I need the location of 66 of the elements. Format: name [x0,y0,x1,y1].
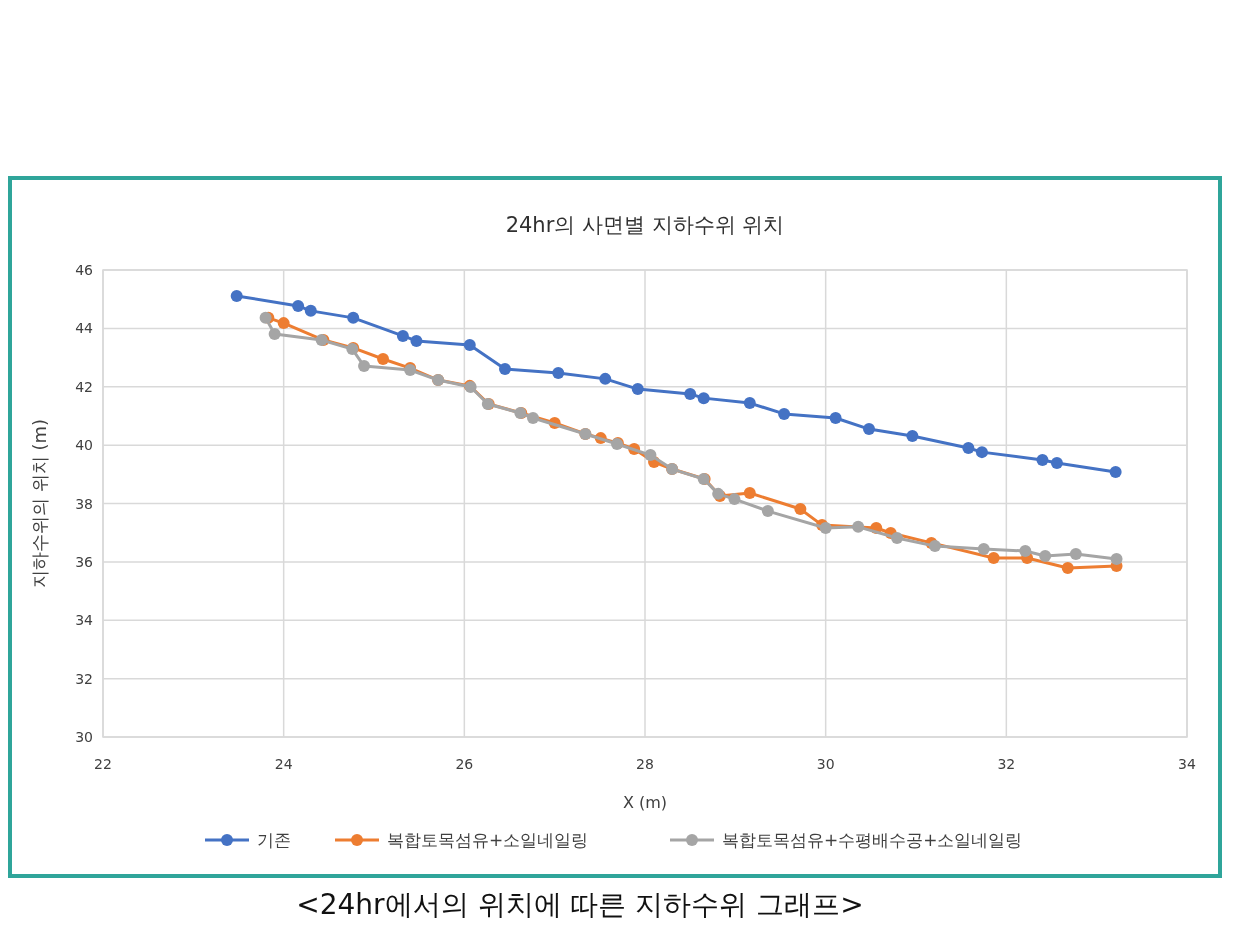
point [358,360,371,373]
legend-label: 복합토목섬유+수평배수공+소일네일링 [722,830,1023,850]
point [347,311,360,324]
point [1069,547,1082,560]
x-tick-label: 34 [1178,756,1196,772]
point [631,383,644,396]
point [962,442,975,455]
text: <24hr에서의 위치에 따른 지하수위 그래프> [296,888,864,921]
point [304,304,317,317]
legend-label: 기존 [257,830,291,850]
y-tick-label: 32 [75,670,93,687]
y-tick-label: 44 [75,320,94,337]
point [230,289,243,302]
point [463,339,476,352]
point [761,505,774,518]
x-tick-label: 24 [274,756,293,772]
point [377,353,390,366]
point [987,552,1000,565]
x-tick-label: 28 [636,756,654,772]
point [728,493,741,506]
point [863,423,876,436]
point [292,299,305,312]
y-tick-label: 42 [75,378,93,395]
point [977,543,990,556]
point [794,503,807,516]
x-tick-label: 26 [455,756,474,772]
y-tick-label: 34 [75,612,94,629]
point [778,407,791,420]
point [644,449,657,462]
point [975,446,988,459]
y-tick-label: 40 [75,437,93,454]
y-axis-title: 지하수위의 위치 (m) [29,418,50,589]
point [1061,562,1074,574]
point [697,392,710,405]
point [684,388,697,401]
y-tick-label: 30 [75,729,93,745]
point [1050,456,1063,469]
point [891,531,904,544]
x-tick-label: 32 [997,756,1016,772]
chart-title: 24hr의 사면별 지하수위 위치 [505,213,785,237]
point [1036,454,1049,467]
point [277,317,290,330]
point [526,411,539,424]
point [1109,465,1122,478]
point [852,520,865,533]
point [396,329,409,342]
x-axis-title: X (m) [622,793,668,812]
y-tick-label: 38 [75,495,93,512]
point [1019,545,1032,558]
point [743,486,756,499]
point [268,327,281,340]
point [1039,550,1052,563]
point [928,540,941,553]
x-tick-label: 30 [816,756,835,772]
point [498,362,511,375]
point [906,430,919,443]
point [552,367,565,380]
x-tick-label: 22 [94,756,112,772]
y-tick-label: 46 [75,262,94,278]
point [1110,552,1123,565]
point [410,334,423,347]
y-tick-label: 36 [75,553,94,570]
point [599,372,612,385]
legend-label: 복합토목섬유+소일네일링 [387,830,589,850]
point [743,397,756,410]
point [829,411,842,424]
